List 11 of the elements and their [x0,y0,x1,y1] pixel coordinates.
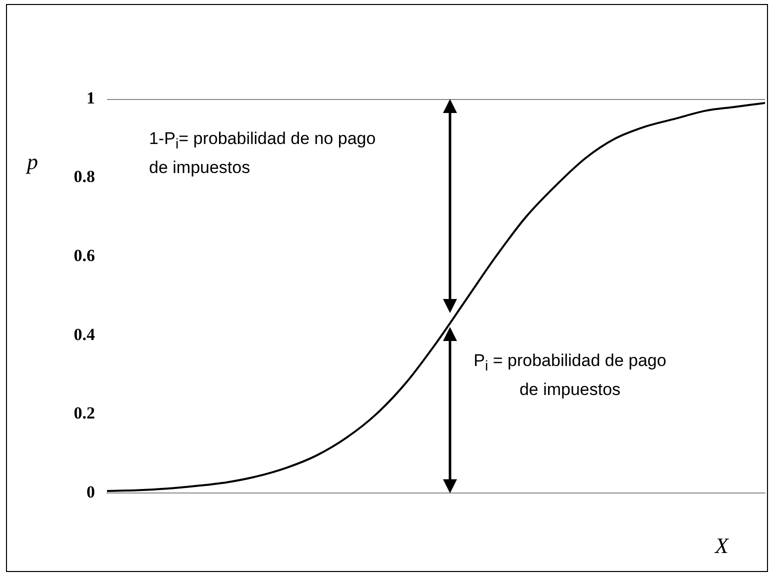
y-tick-label: 0.8 [74,167,95,186]
line-series [106,102,766,492]
y-tick-label: 0 [86,482,95,502]
annotation: P$_{i}$ = probabilidad de pago de impuestos [472,350,668,402]
annotation: 1-P$_{i}$= probabilidad de no pago de impuestos [149,128,377,180]
y-tick-label: 0.4 [74,324,96,344]
y-tick-label: 0.6 [74,246,95,265]
y-tick-label: 1 [86,88,95,108]
y-axis-title: p [27,149,38,175]
y-tick-label: 0.2 [74,404,95,423]
x-axis-title: X [715,533,728,559]
